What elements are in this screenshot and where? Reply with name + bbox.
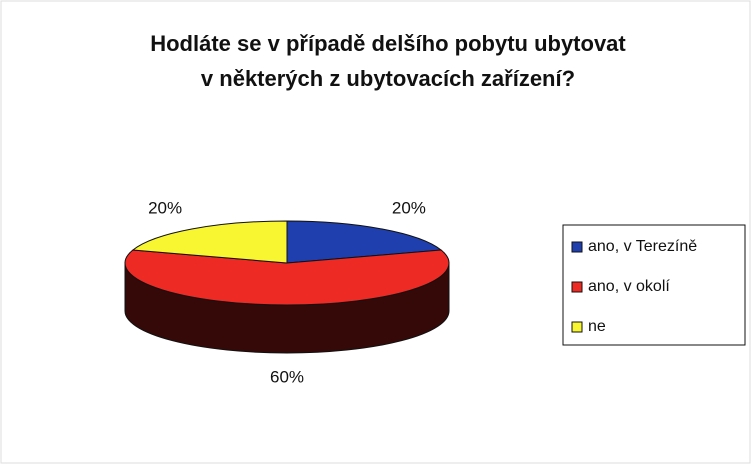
- data-label: 60%: [270, 367, 304, 386]
- slice: [286, 220, 443, 264]
- legend-swatch: [571, 281, 583, 293]
- legend-swatch: [571, 321, 583, 333]
- legend-label: ano, v Terezíně: [588, 238, 697, 255]
- slice: [131, 220, 288, 264]
- data-label: 20%: [392, 198, 426, 217]
- legend-box: [562, 224, 746, 346]
- data-label: 20%: [148, 198, 182, 217]
- slice: [124, 249, 450, 306]
- chart-title: v některých z ubytovacích zařízení?: [201, 66, 575, 91]
- chart-title: Hodláte se v případě delšího pobytu ubyt…: [150, 31, 626, 56]
- legend-swatch: [571, 241, 583, 253]
- legend-label: ano, v okolí: [588, 278, 670, 295]
- legend-label: ne: [588, 318, 606, 335]
